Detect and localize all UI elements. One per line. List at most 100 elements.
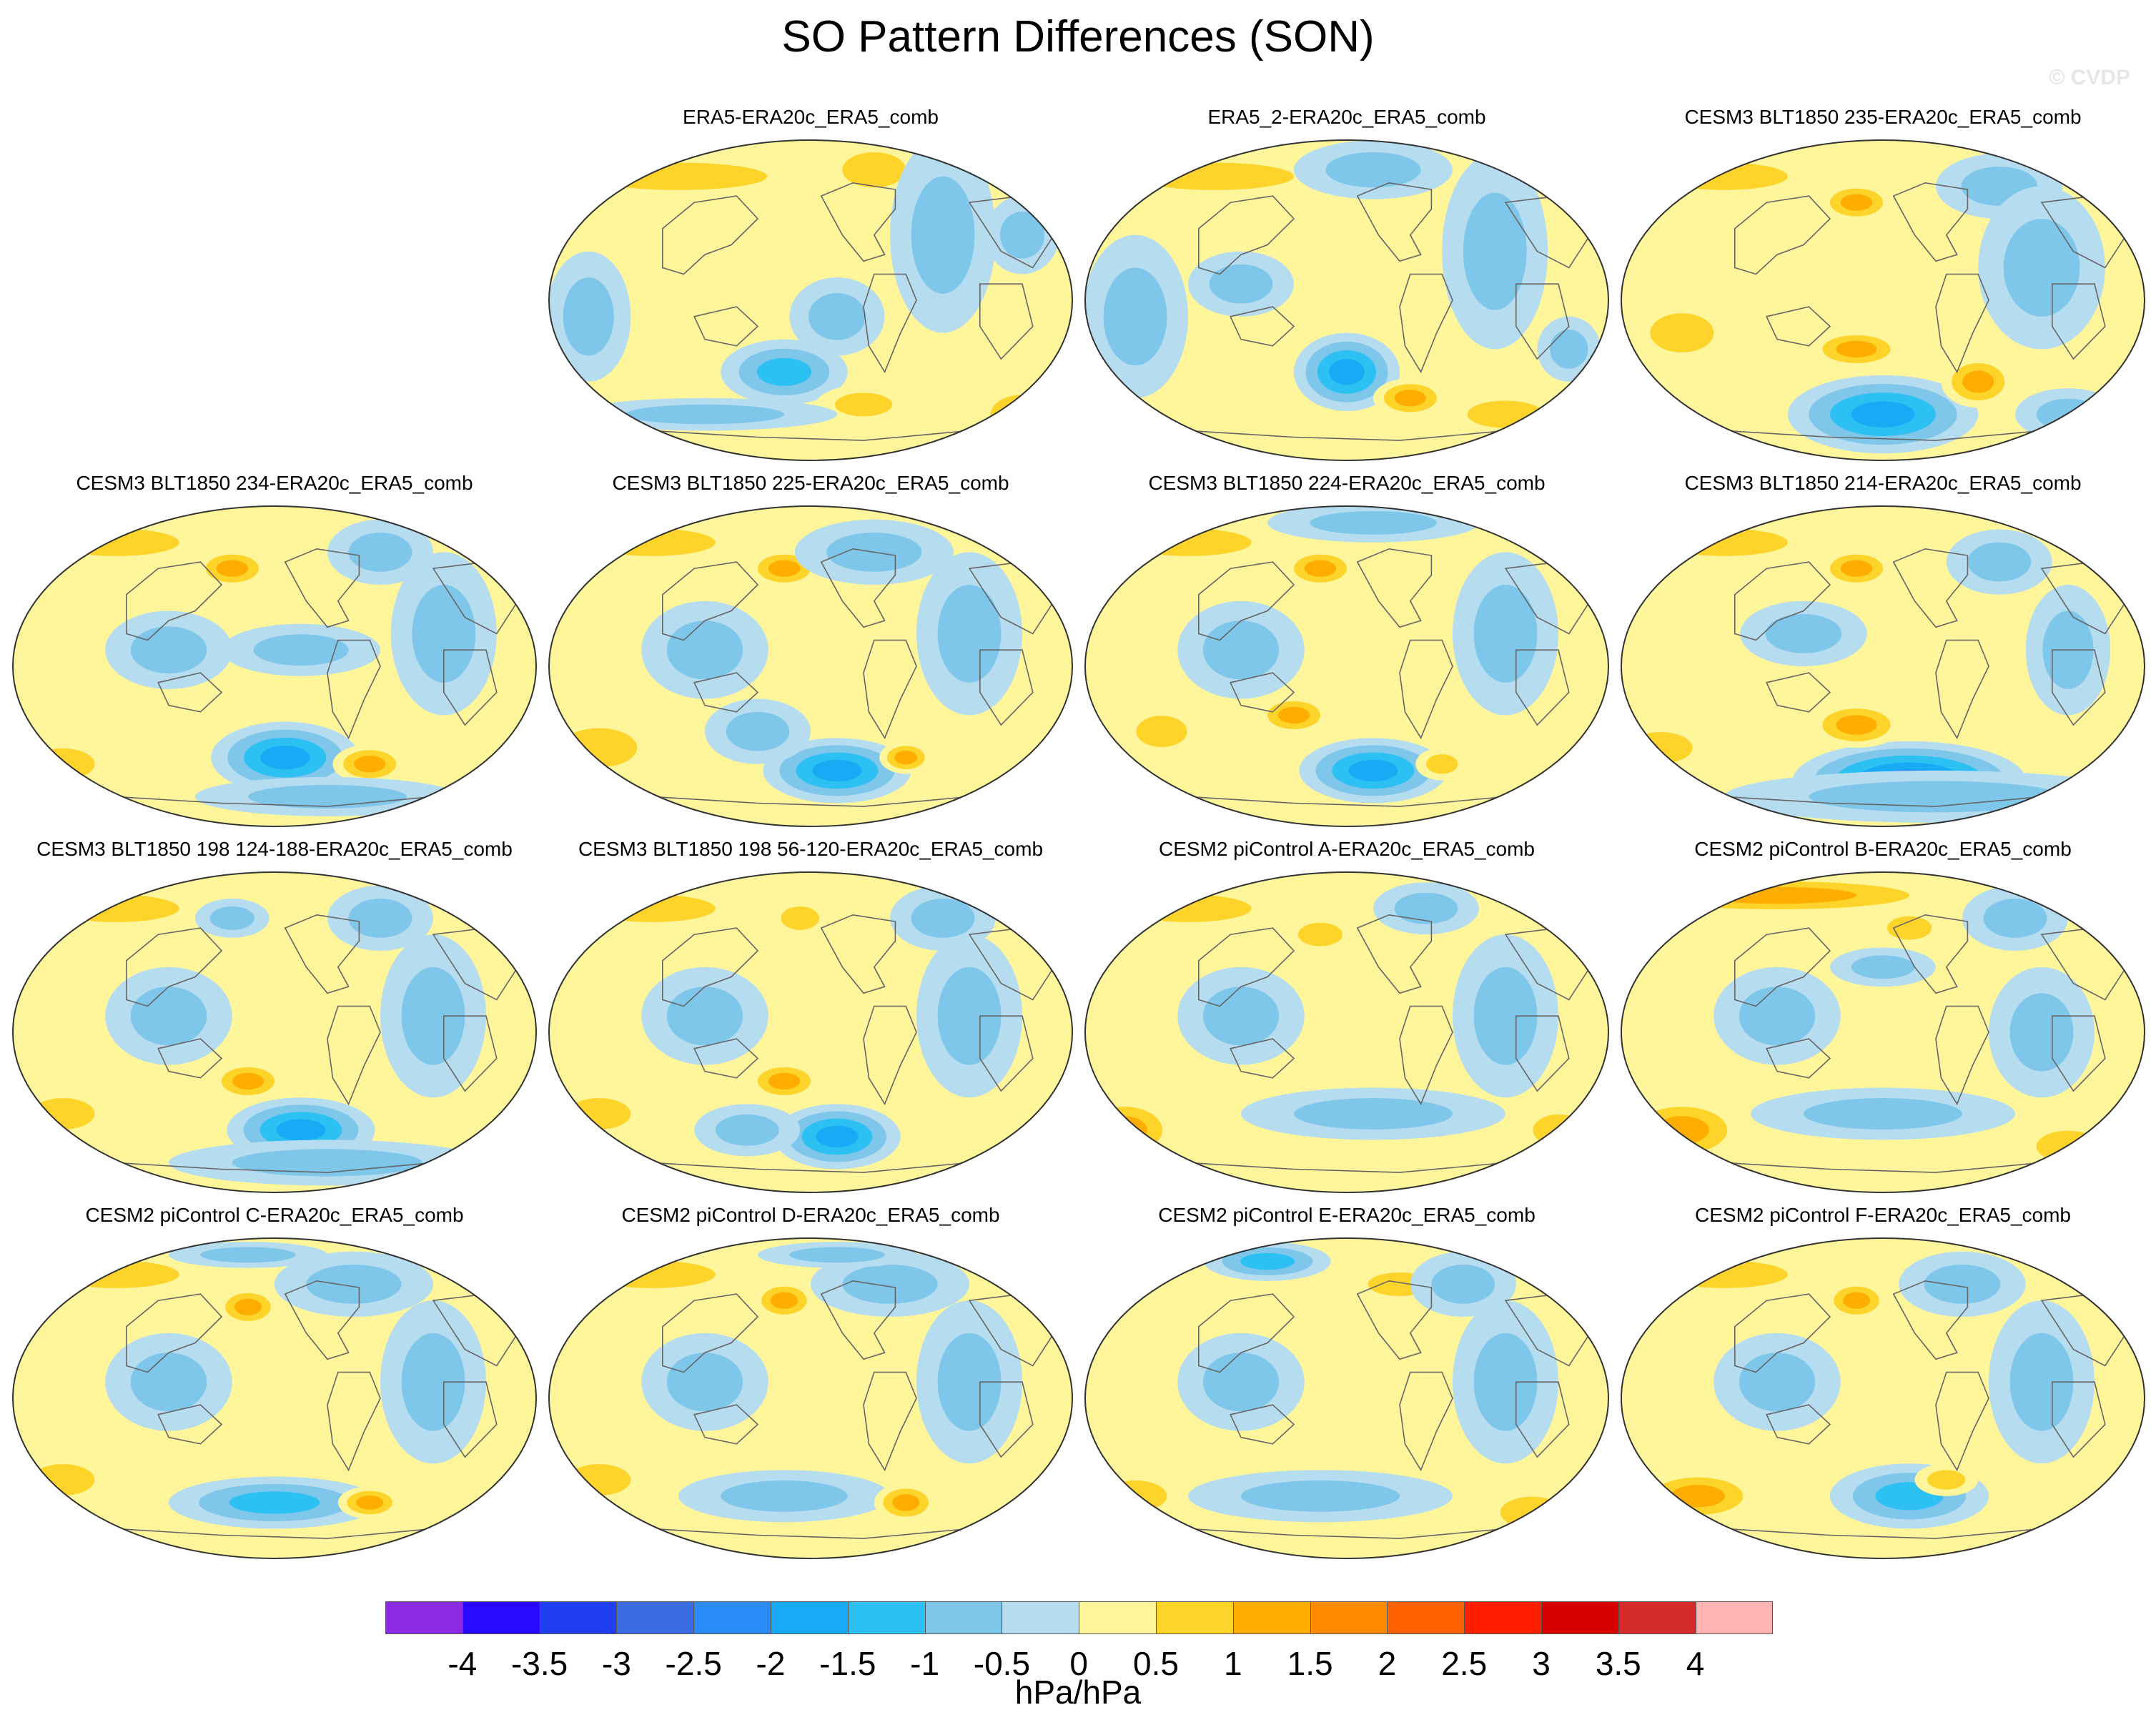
coastline	[820, 182, 896, 262]
anomaly-contour	[789, 1247, 885, 1263]
map-outline	[1621, 505, 2145, 827]
anomaly-contour	[401, 967, 465, 1065]
coastline	[1187, 430, 1506, 441]
coastline	[1187, 1162, 1506, 1173]
coastline	[1515, 1381, 1570, 1458]
coastline	[820, 548, 896, 628]
map-panel: ERA5_2-ERA20c_ERA5_comb	[1082, 106, 1611, 463]
coastline	[1935, 1005, 1989, 1106]
coastline	[1399, 1005, 1453, 1106]
coastline	[443, 1015, 498, 1092]
coastline	[443, 649, 498, 726]
anomaly-contour	[999, 211, 1045, 259]
anomaly-contour	[1983, 899, 2047, 938]
anomaly-contour	[1277, 706, 1310, 724]
map-projection	[1084, 139, 1609, 461]
coastline	[1399, 639, 1453, 740]
coastline	[651, 430, 970, 441]
anomaly-contour	[31, 1098, 95, 1130]
colorbar-swatch	[1464, 1601, 1542, 1634]
colorbar-swatch	[539, 1601, 618, 1634]
colorbar-swatch	[924, 1601, 1003, 1634]
map-outline	[1084, 139, 1609, 461]
anomaly-contour	[1809, 781, 2063, 813]
map-panel: CESM2 piControl A-ERA20c_ERA5_comb	[1082, 838, 1611, 1195]
anomaly-contour	[2003, 219, 2080, 317]
map-panel: CESM2 piControl C-ERA20c_ERA5_comb	[10, 1204, 539, 1561]
anomaly-contour	[1431, 1265, 1495, 1304]
coastline	[1724, 1162, 2042, 1173]
anomaly-contour	[990, 395, 1054, 434]
anomaly-contour	[1533, 1114, 1584, 1146]
anomaly-contour	[1927, 1470, 1966, 1490]
coastline	[820, 914, 896, 994]
colorbar-swatch	[1387, 1601, 1465, 1634]
anomaly-contour	[52, 1260, 179, 1288]
anomaly-contour	[1628, 732, 1693, 763]
anomaly-contour	[563, 277, 614, 356]
figure-title: SO Pattern Differences (SON)	[781, 12, 1375, 61]
coastline	[1515, 283, 1570, 360]
anomaly-contour	[1836, 715, 1877, 735]
map-projection	[12, 1237, 537, 1559]
anomaly-contour	[560, 728, 638, 768]
anomaly-contour	[1886, 916, 1932, 940]
anomaly-contour	[232, 1072, 264, 1090]
anomaly-contour	[842, 152, 906, 188]
anomaly-contour	[1124, 894, 1252, 922]
coastline	[1892, 548, 1969, 628]
anomaly-contour	[756, 357, 812, 386]
anomaly-contour	[1426, 754, 1458, 774]
panel-title: ERA5_2-ERA20c_ERA5_comb	[1207, 106, 1486, 128]
map-projection	[1084, 505, 1609, 827]
anomaly-contour	[1851, 955, 1915, 979]
map-outline	[1621, 1237, 2145, 1559]
panel-title: CESM2 piControl B-ERA20c_ERA5_comb	[1694, 838, 2072, 860]
anomaly-contour	[1136, 716, 1187, 748]
coastline	[327, 1005, 381, 1106]
coastline	[1356, 548, 1433, 628]
coastline	[126, 927, 223, 1007]
colorbar-tick-label: -2	[756, 1645, 786, 1682]
map-outline	[1084, 505, 1609, 827]
colorbar-swatch	[1310, 1601, 1388, 1634]
coastline	[1892, 182, 1969, 262]
anomaly-contour	[130, 626, 207, 674]
panel-title: CESM3 BLT1850 214-ERA20c_ERA5_comb	[1684, 472, 2082, 494]
anomaly-contour	[356, 1496, 384, 1510]
map-panel: CESM3 BLT1850 225-ERA20c_ERA5_comb	[546, 472, 1075, 829]
coastline	[979, 649, 1034, 726]
anomaly-contour	[666, 621, 743, 680]
coastline	[284, 914, 360, 994]
anomaly-contour	[588, 894, 716, 922]
anomaly-contour	[1310, 510, 1437, 535]
anomaly-contour	[1202, 621, 1280, 680]
coastline	[1356, 182, 1433, 262]
coastline	[115, 1528, 434, 1539]
anomaly-contour	[1840, 194, 1873, 211]
coastline	[1356, 914, 1433, 994]
anomaly-contour	[715, 1114, 779, 1146]
colorbar-units: hPa/hPa	[1014, 1674, 1142, 1711]
colorbar-tick-label: -0.5	[973, 1645, 1031, 1682]
anomaly-contour	[1836, 340, 1877, 358]
anomaly-contour	[808, 292, 866, 340]
coastline	[863, 273, 917, 374]
coastline	[1399, 1371, 1453, 1472]
anomaly-contour	[1209, 264, 1273, 304]
colorbar-swatch	[1618, 1601, 1696, 1634]
anomaly-contour	[937, 585, 1002, 683]
anomaly-contour	[253, 634, 349, 666]
colorbar-tick-label: 1.5	[1287, 1645, 1333, 1682]
colorbar-swatch	[771, 1601, 849, 1634]
colorbar-swatch	[693, 1601, 771, 1634]
map-projection	[548, 1237, 1073, 1559]
coastline	[1515, 1015, 1570, 1092]
anomaly-contour	[768, 560, 801, 577]
anomaly-contour	[130, 1353, 207, 1412]
anomaly-contour	[781, 906, 819, 930]
anomaly-contour	[1698, 886, 1856, 904]
colorbar-tick-label: 4	[1686, 1645, 1705, 1682]
coastline	[327, 1371, 381, 1472]
colorbar-tick-label: 0.5	[1133, 1645, 1179, 1682]
